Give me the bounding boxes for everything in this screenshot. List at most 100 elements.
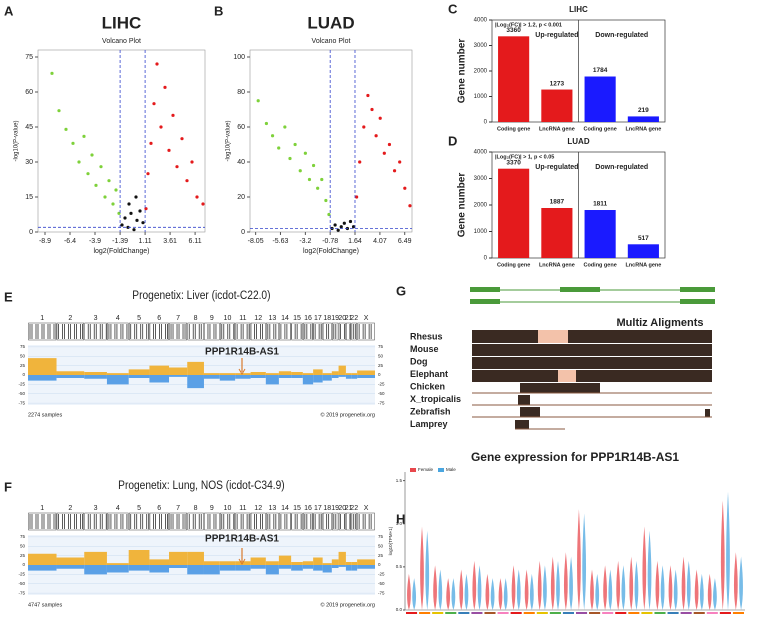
cnv-gain — [302, 373, 314, 375]
violin — [503, 578, 508, 610]
cnv-loss — [338, 565, 346, 567]
cnv-gain — [128, 550, 150, 565]
samples: 2274 samples — [28, 412, 62, 418]
x-tick-label: -3.9 — [89, 238, 101, 245]
y-tick-label: 4000 — [474, 18, 488, 24]
cnv-gain — [291, 372, 303, 375]
tissue-color — [641, 612, 653, 614]
chart-subtitle: Volcano Plot — [102, 38, 141, 45]
chromosome-label: 16 — [304, 505, 312, 512]
y-tick-label: 2000 — [474, 203, 488, 209]
tissue-color — [536, 612, 548, 614]
up-label: Up-regulated — [535, 32, 578, 39]
ideogram — [357, 512, 375, 531]
cnv-gain — [313, 369, 323, 375]
y-tick-label-right: 0 — [378, 372, 381, 377]
cnv-loss — [235, 375, 251, 379]
y-tick-label: 25 — [20, 553, 26, 558]
cnv-loss — [235, 565, 251, 571]
chromosome-label: X — [364, 315, 369, 322]
point — [351, 225, 356, 229]
violin — [621, 565, 626, 610]
y-tick-label: -50 — [18, 391, 25, 396]
point — [355, 195, 359, 199]
x-tick-label: 6.49 — [398, 238, 412, 245]
point — [185, 179, 189, 183]
chart-subtitle: Volcano Plot — [312, 38, 351, 45]
tissue-color — [549, 612, 561, 614]
y-tick-label-right: -50 — [378, 391, 385, 396]
species-label: Lamprey — [410, 419, 448, 429]
y-tick-label: 40 — [237, 159, 245, 166]
cnv-loss — [338, 375, 346, 377]
point — [155, 62, 159, 66]
tissue-color — [602, 612, 614, 614]
violin — [563, 552, 568, 610]
violin — [668, 565, 673, 610]
cnv-loss — [219, 375, 236, 381]
samples: 4747 samples — [28, 602, 62, 608]
y-tick-label-right: 50 — [378, 353, 384, 358]
violin — [550, 556, 555, 610]
chromosome-label: 10 — [224, 505, 232, 512]
violin — [590, 569, 594, 610]
x-tick-label: LncRNA gene — [539, 262, 575, 268]
cnv-gain — [278, 555, 292, 565]
ideogram — [128, 512, 150, 531]
tissue-color — [680, 612, 692, 614]
point — [94, 183, 98, 187]
violin — [577, 509, 581, 610]
point — [77, 160, 81, 164]
y-tick-label-right: 75 — [378, 534, 384, 539]
cnv-loss — [313, 565, 323, 571]
chromosome-label: 9 — [210, 505, 214, 512]
y-tick-label: 0 — [29, 229, 33, 236]
y-tick-label: 25 — [20, 363, 26, 368]
violin — [511, 565, 516, 610]
tissue-color — [523, 612, 535, 614]
chromosome-label: 2 — [68, 315, 72, 322]
bar — [541, 207, 573, 258]
cnv-loss — [345, 375, 352, 379]
x-tick-label: -6.4 — [64, 238, 76, 245]
chromosome-label: 7 — [176, 315, 180, 322]
species-label: Chicken — [410, 381, 445, 391]
cnv-gain — [357, 559, 375, 565]
violin — [655, 560, 660, 610]
cnv-gain — [219, 561, 236, 565]
y-tick-label: 20 — [237, 194, 245, 201]
cnv-loss — [291, 565, 303, 571]
cnv-gain — [250, 557, 266, 565]
ideogram — [204, 512, 220, 531]
cnv-loss — [28, 375, 57, 381]
violin — [603, 565, 607, 610]
violin — [451, 578, 456, 610]
value-label: 219 — [638, 107, 649, 114]
y-tick-label: 100 — [233, 54, 245, 61]
ideogram — [322, 322, 332, 341]
x-tick-label: -3.2 — [299, 238, 311, 245]
cnv-loss — [219, 565, 236, 571]
violin — [407, 573, 411, 610]
y-tick-label: 0 — [484, 256, 488, 262]
violin — [595, 573, 600, 610]
ideogram — [357, 322, 375, 341]
cnv-gain — [331, 371, 339, 375]
x-tick-label: LncRNA gene — [625, 262, 661, 268]
tissue-color — [510, 612, 522, 614]
y-tick-label: -50 — [18, 581, 25, 586]
cnv-loss — [56, 565, 85, 569]
cnv-gain — [302, 561, 314, 565]
violin — [673, 569, 678, 610]
tissue-color — [693, 612, 705, 614]
chromosome-label: X — [364, 505, 369, 512]
y-tick-label: 1.0 — [396, 521, 403, 526]
chromosome-label: 21 — [345, 505, 353, 512]
value-label: 3360 — [506, 27, 521, 34]
chromosome-label: 5 — [137, 315, 141, 322]
point — [324, 198, 328, 203]
point — [123, 216, 127, 220]
x-tick-label: LncRNA gene — [539, 126, 575, 132]
point — [327, 212, 331, 217]
plot-frame — [37, 49, 206, 233]
